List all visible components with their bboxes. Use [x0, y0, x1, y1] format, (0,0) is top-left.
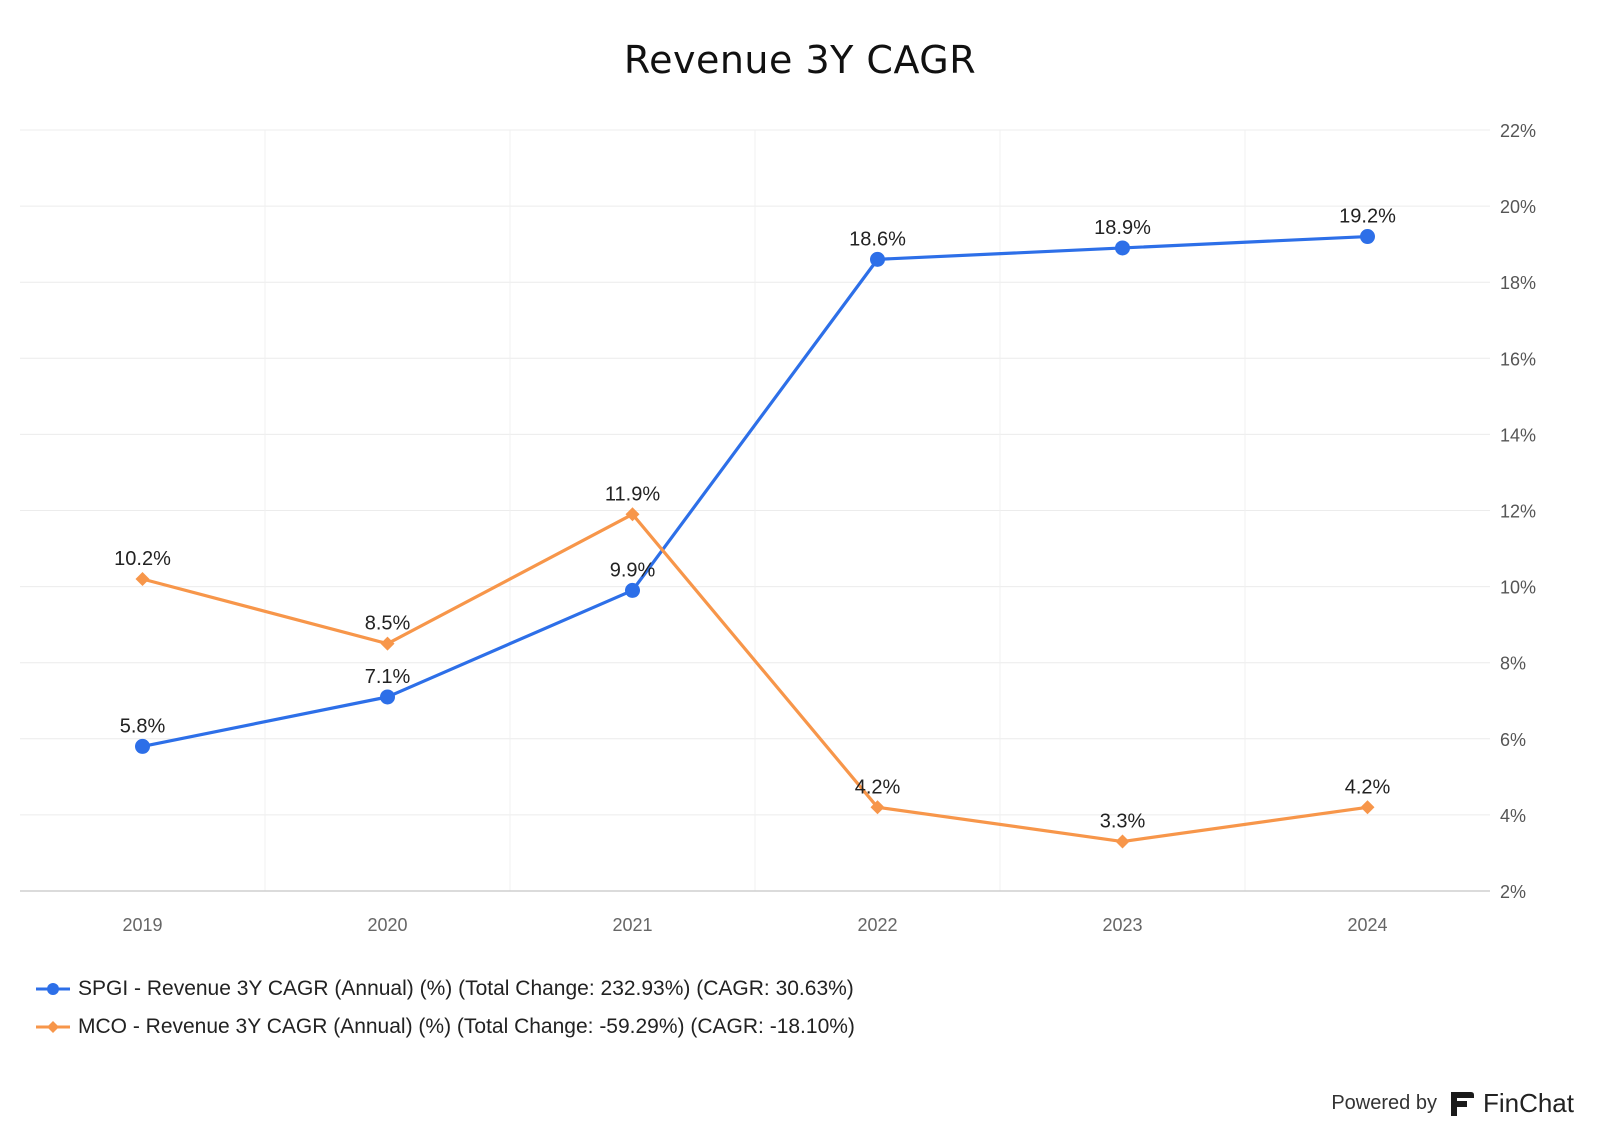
data-labels: 5.8% 7.1% 9.9% 18.6% 18.9% 19.2% 10.2% 8.5% 11.9…: [114, 206, 1396, 833]
data-label: 11.9%: [605, 483, 660, 505]
data-point[interactable]: [1115, 240, 1130, 256]
data-label: 18.9%: [1094, 217, 1151, 239]
x-tick-label: 2020: [367, 915, 407, 935]
powered-by-text: Powered by: [1331, 1092, 1437, 1114]
y-tick-label: 4%: [1500, 806, 1526, 826]
y-tick-label: 20%: [1500, 197, 1536, 217]
x-tick-label: 2024: [1347, 915, 1387, 935]
series-lines: [135, 229, 1375, 849]
data-point[interactable]: [380, 636, 395, 651]
data-label: 19.2%: [1339, 206, 1396, 228]
data-point[interactable]: [870, 251, 885, 267]
data-point[interactable]: [625, 507, 640, 522]
legend-label-mco: MCO - Revenue 3Y CAGR (Annual) (%) (Tota…: [78, 1015, 855, 1038]
legend-item-mco[interactable]: MCO - Revenue 3Y CAGR (Annual) (%) (Tota…: [36, 1015, 855, 1039]
y-tick-label: 10%: [1500, 578, 1536, 598]
y-tick-label: 8%: [1500, 654, 1526, 674]
x-tick-label: 2023: [1102, 915, 1142, 935]
data-point[interactable]: [1360, 229, 1375, 245]
data-label: 18.6%: [849, 228, 906, 250]
grid-lines: [20, 129, 1490, 891]
data-point[interactable]: [870, 800, 885, 815]
legend-diamond-marker-icon: [36, 1021, 70, 1033]
y-tick-label: 2%: [1500, 882, 1526, 902]
series-line-spgi: [142, 234, 1368, 748]
powered-by-finchat[interactable]: Powered by FinChat: [1331, 1088, 1574, 1119]
data-label: 8.5%: [365, 613, 411, 635]
data-label: 4.2%: [855, 776, 901, 798]
legend-label-spgi: SPGI - Revenue 3Y CAGR (Annual) (%) (Tot…: [78, 977, 854, 1000]
chart-title: Revenue 3Y CAGR: [623, 38, 977, 82]
data-point[interactable]: [1360, 800, 1375, 815]
finchat-brand-name: FinChat: [1482, 1088, 1574, 1118]
data-point[interactable]: [380, 689, 395, 705]
data-label: 9.9%: [610, 559, 656, 581]
x-tick-label: 2021: [612, 915, 652, 935]
series-line-mco: [142, 512, 1368, 844]
y-tick-label: 14%: [1500, 425, 1536, 445]
axes: 22% 20% 18% 16% 14% 12% 10% 8% 6% 4% 2% 2019 2020 202…: [20, 121, 1536, 935]
finchat-logo-icon: [1450, 1091, 1474, 1116]
data-point[interactable]: [625, 582, 640, 598]
y-tick-label: 16%: [1500, 349, 1536, 369]
data-point[interactable]: [135, 571, 150, 586]
data-label: 5.8%: [120, 715, 166, 737]
data-point[interactable]: [1115, 834, 1130, 849]
data-point[interactable]: [135, 738, 150, 754]
y-tick-label: 12%: [1500, 502, 1536, 522]
y-tick-label: 6%: [1500, 730, 1526, 750]
data-label: 3.3%: [1100, 811, 1146, 833]
legend-item-spgi[interactable]: SPGI - Revenue 3Y CAGR (Annual) (%) (Tot…: [36, 977, 854, 1001]
x-tick-label: 2022: [857, 915, 897, 935]
y-tick-label: 22%: [1500, 121, 1536, 141]
x-tick-label: 2019: [122, 915, 162, 935]
legend-circle-marker-icon: [36, 983, 70, 995]
data-label: 7.1%: [365, 666, 411, 688]
y-tick-label: 18%: [1500, 273, 1536, 293]
data-label: 4.2%: [1345, 776, 1391, 798]
data-label: 10.2%: [114, 548, 171, 570]
